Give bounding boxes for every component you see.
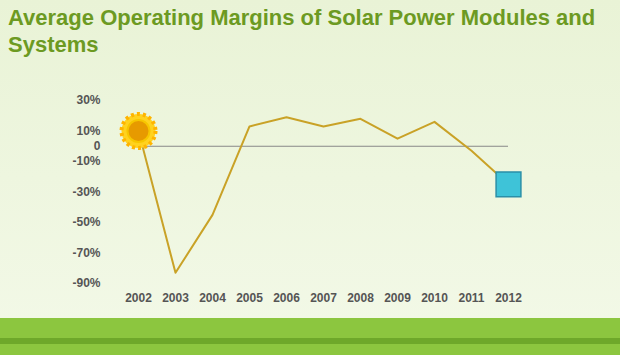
svg-text:2004: 2004 <box>199 291 226 305</box>
svg-text:-10%: -10% <box>72 154 100 168</box>
svg-text:2010: 2010 <box>421 291 448 305</box>
svg-text:2008: 2008 <box>347 291 374 305</box>
svg-text:-70%: -70% <box>72 246 100 260</box>
svg-text:-30%: -30% <box>72 185 100 199</box>
svg-text:2002: 2002 <box>125 291 152 305</box>
svg-text:2003: 2003 <box>162 291 189 305</box>
svg-text:-50%: -50% <box>72 215 100 229</box>
svg-text:2009: 2009 <box>384 291 411 305</box>
svg-text:0: 0 <box>94 139 101 153</box>
svg-text:2007: 2007 <box>310 291 337 305</box>
svg-text:2012: 2012 <box>495 291 522 305</box>
html-text:Average Operating Margins of S: Average Operating Margins of Solar Power… <box>8 5 596 57</box>
svg-text:30%: 30% <box>76 93 100 107</box>
svg-text:-90%: -90% <box>72 276 100 290</box>
svg-text:2005: 2005 <box>236 291 263 305</box>
svg-text:2006: 2006 <box>273 291 300 305</box>
svg-text:10%: 10% <box>76 124 100 138</box>
svg-text:2011: 2011 <box>458 291 484 305</box>
